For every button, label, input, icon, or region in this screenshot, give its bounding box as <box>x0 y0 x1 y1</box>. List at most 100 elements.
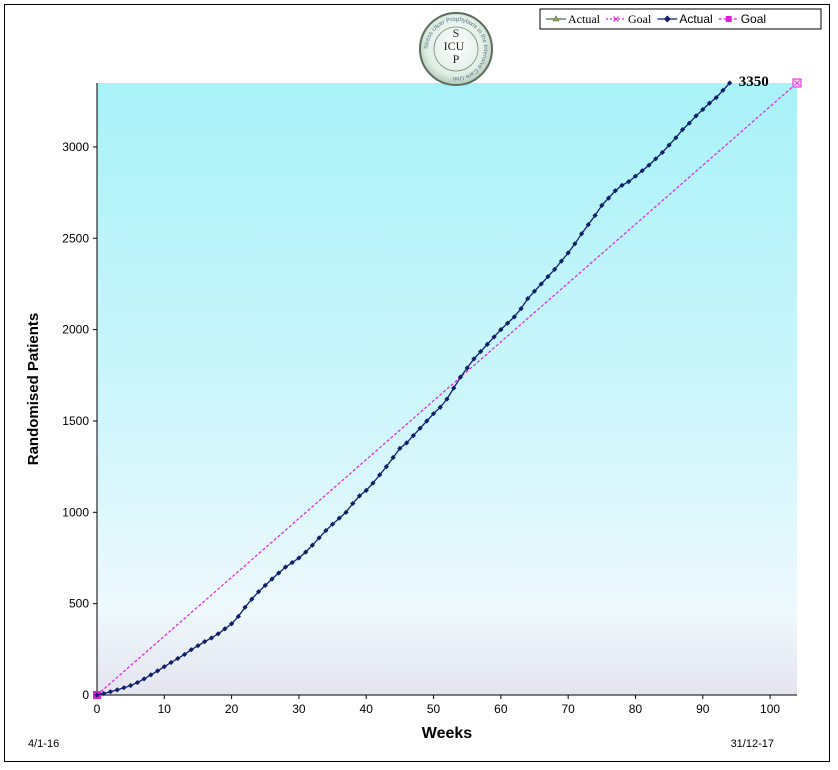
start-date-label: 4/1-16 <box>28 738 59 750</box>
actual-point <box>161 664 167 670</box>
goal-point-x <box>794 80 800 86</box>
actual-point <box>276 570 282 576</box>
actual-point <box>309 542 315 548</box>
x-tick-label: 10 <box>158 702 172 716</box>
actual-point <box>269 576 275 582</box>
actual-point <box>727 80 733 86</box>
actual-point <box>255 589 262 595</box>
actual-point <box>114 687 120 693</box>
actual-point <box>653 156 659 162</box>
actual-point <box>336 515 342 521</box>
actual-point <box>249 596 255 602</box>
logo-text-icu: ICU <box>444 39 465 53</box>
actual-point <box>639 168 645 174</box>
actual-point <box>195 643 201 649</box>
legend-label: Goal <box>628 12 652 26</box>
actual-point <box>168 659 174 666</box>
actual-point <box>444 396 450 402</box>
actual-point <box>700 106 706 113</box>
logo-text-p: P <box>453 52 460 66</box>
legend-swatch-marker <box>613 16 619 22</box>
actual-point <box>558 258 565 264</box>
actual-point <box>565 250 571 256</box>
x-tick-label: 20 <box>225 702 239 716</box>
actual-point <box>478 348 484 355</box>
actual-point <box>693 113 699 119</box>
legend-label: Actual <box>568 12 601 26</box>
legend-item: Actual <box>657 12 713 26</box>
actual-point <box>457 374 464 380</box>
actual-point <box>94 692 100 698</box>
actual-point <box>464 365 470 371</box>
actual-point <box>202 639 208 645</box>
legend-label: Actual <box>679 12 712 26</box>
actual-point <box>599 202 605 208</box>
actual-point <box>404 440 410 446</box>
sup-icu-logo: Stress Ulcer Prophylaxis in the Intensiv… <box>419 12 493 86</box>
actual-point <box>390 454 396 461</box>
x-tick-label: 30 <box>292 702 306 716</box>
x-tick-label: 40 <box>360 702 374 716</box>
plot-area <box>97 83 797 695</box>
x-tick-label: 50 <box>427 702 441 716</box>
logo-text-s: S <box>453 26 460 40</box>
actual-point <box>188 647 194 653</box>
actual-point <box>579 231 585 237</box>
actual-point <box>504 320 511 326</box>
actual-point <box>154 668 161 674</box>
actual-point <box>619 182 625 188</box>
y-tick-label: 0 <box>82 688 89 702</box>
actual-point <box>673 135 679 141</box>
actual-point <box>511 314 517 320</box>
actual-point <box>148 672 154 678</box>
legend-swatch-marker <box>552 15 560 22</box>
actual-point <box>316 535 322 541</box>
actual-point <box>329 521 336 527</box>
actual-point <box>175 655 181 662</box>
actual-point <box>552 266 558 272</box>
actual-point <box>646 162 652 168</box>
actual-point <box>632 173 639 179</box>
actual-point <box>235 613 241 620</box>
actual-point <box>215 631 221 637</box>
actual-point <box>659 149 665 156</box>
actual-point <box>410 432 416 439</box>
actual-point <box>437 404 443 410</box>
x-tick-label: 90 <box>696 702 710 716</box>
actual-point <box>572 241 578 247</box>
actual-point <box>424 418 430 424</box>
y-tick-label: 500 <box>69 597 89 611</box>
actual-point <box>134 679 140 686</box>
actual-point <box>343 509 349 515</box>
actual-point <box>208 635 215 641</box>
actual-point <box>471 356 477 362</box>
legend-item: Actual <box>546 12 601 26</box>
actual-point <box>289 559 295 566</box>
legend-label: Goal <box>741 12 766 26</box>
x-tick-label: 60 <box>494 702 508 716</box>
actual-point <box>141 676 147 682</box>
x-tick-label: 80 <box>629 702 643 716</box>
actual-point <box>323 527 329 534</box>
y-tick-label: 1500 <box>62 414 89 428</box>
actual-point <box>121 685 127 691</box>
x-axis-title: Weeks <box>422 725 473 742</box>
actual-point <box>222 626 228 632</box>
legend: Actual Goal Actual Goal <box>539 8 822 30</box>
actual-point <box>720 87 726 93</box>
actual-point <box>370 480 376 486</box>
actual-point <box>128 682 134 689</box>
actual-point <box>356 493 363 499</box>
actual-point <box>592 212 598 219</box>
actual-point <box>262 582 268 588</box>
actual-point <box>518 306 524 312</box>
actual-point <box>498 327 504 333</box>
actual-point <box>229 621 235 627</box>
y-ticks: 0 500 1000 1500 2000 2500 3000 <box>62 140 97 702</box>
actual-point <box>491 334 497 340</box>
actual-point <box>282 564 289 570</box>
actual-point <box>303 549 309 555</box>
actual-point <box>713 95 719 101</box>
actual-point <box>666 142 672 148</box>
